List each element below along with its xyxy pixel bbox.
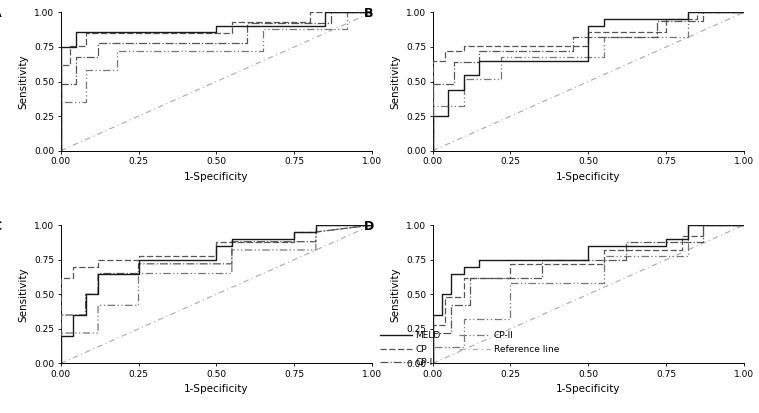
Text: A: A [0,7,2,20]
X-axis label: 1-Specificity: 1-Specificity [556,384,620,394]
Text: C: C [0,220,2,233]
X-axis label: 1-Specificity: 1-Specificity [556,171,620,182]
Text: D: D [364,220,374,233]
X-axis label: 1-Specificity: 1-Specificity [184,384,248,394]
Y-axis label: Sensitivity: Sensitivity [19,267,29,322]
Y-axis label: Sensitivity: Sensitivity [391,54,401,109]
Text: B: B [364,7,373,20]
Legend: MELD, CP, CP-I, CP-II, Reference line: MELD, CP, CP-I, CP-II, Reference line [380,331,559,367]
Y-axis label: Sensitivity: Sensitivity [19,54,29,109]
X-axis label: 1-Specificity: 1-Specificity [184,171,248,182]
Y-axis label: Sensitivity: Sensitivity [391,267,401,322]
